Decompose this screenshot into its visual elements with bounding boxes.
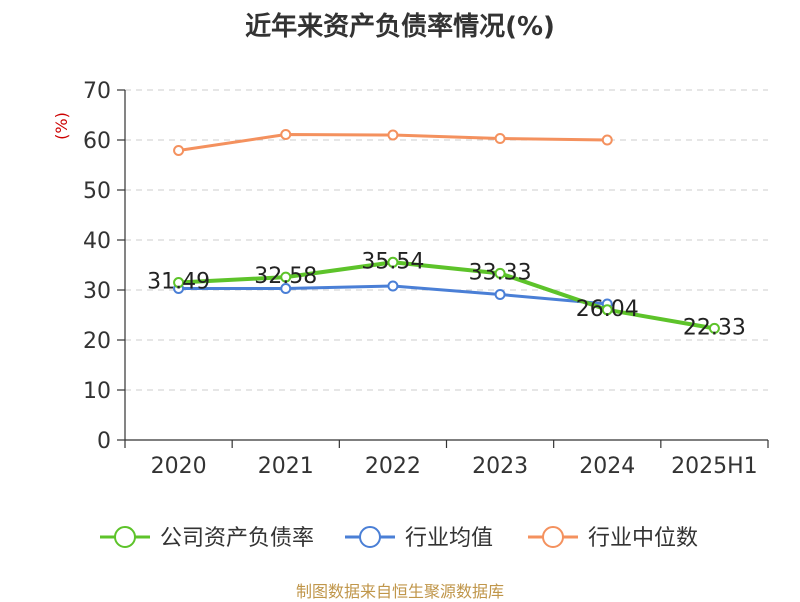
y-tick-label: 20 bbox=[83, 329, 111, 354]
y-tick-label: 40 bbox=[83, 229, 111, 254]
y-tick-label: 0 bbox=[97, 429, 111, 454]
data-label: 35.54 bbox=[361, 249, 424, 274]
data-point bbox=[494, 267, 506, 279]
legend-marker bbox=[359, 526, 381, 548]
data-label: 32.58 bbox=[254, 264, 317, 289]
data-point bbox=[280, 129, 292, 140]
legend[interactable]: 公司资产负债率 行业均值 行业中位数 bbox=[100, 526, 698, 551]
legend-item[interactable]: 行业中位数 bbox=[528, 526, 698, 551]
x-tick-label: 2021 bbox=[258, 454, 314, 479]
y-tick-label: 10 bbox=[83, 379, 111, 404]
data-point bbox=[173, 145, 185, 156]
legend-marker bbox=[114, 526, 136, 548]
x-tick-label: 2022 bbox=[365, 454, 421, 479]
y-tick-label: 30 bbox=[83, 279, 111, 304]
x-tick-label: 2020 bbox=[151, 454, 207, 479]
data-point bbox=[387, 280, 399, 292]
data-point bbox=[601, 134, 613, 146]
data-point bbox=[494, 289, 506, 300]
x-tick-label: 2025H1 bbox=[671, 454, 758, 479]
legend-marker bbox=[542, 526, 564, 548]
data-label: 33.33 bbox=[469, 260, 532, 285]
grid-lines bbox=[125, 89, 768, 391]
x-tick-label: 2023 bbox=[472, 454, 528, 479]
x-tick-label: 2024 bbox=[579, 454, 635, 479]
data-labels: 31.49 32.58 35.54 33.33 26.04 22.33 bbox=[147, 249, 746, 340]
series-1 bbox=[173, 280, 613, 310]
axes: 0 10 20 30 40 50 60 70 2020 2021 2022 2023 2024 2025H… bbox=[83, 79, 769, 479]
data-point bbox=[708, 322, 720, 334]
series-layer bbox=[173, 129, 720, 334]
series-2 bbox=[173, 129, 613, 156]
y-axis-label: (%) bbox=[52, 112, 71, 140]
series-0 bbox=[173, 256, 720, 334]
data-point bbox=[387, 256, 399, 268]
data-label: 31.49 bbox=[147, 270, 210, 295]
data-point bbox=[173, 277, 185, 289]
y-tick-label: 60 bbox=[83, 129, 111, 154]
data-point bbox=[280, 271, 292, 283]
series-line bbox=[178, 260, 715, 331]
source-note: 制图数据来自恒生聚源数据库 bbox=[295, 582, 504, 601]
y-tick-label: 70 bbox=[83, 79, 111, 104]
legend-label: 公司资产负债率 bbox=[160, 526, 314, 551]
chart-title: 近年来资产负债率情况(%) bbox=[245, 12, 555, 42]
data-label: 26.04 bbox=[576, 297, 639, 322]
legend-label: 行业均值 bbox=[405, 526, 493, 551]
legend-item[interactable]: 行业均值 bbox=[345, 526, 493, 551]
data-point bbox=[494, 133, 506, 144]
data-point bbox=[387, 129, 399, 141]
data-point bbox=[280, 283, 292, 294]
legend-label: 行业中位数 bbox=[588, 526, 698, 551]
data-point bbox=[601, 304, 613, 316]
data-label: 22.33 bbox=[683, 315, 746, 340]
y-tick-label: 50 bbox=[83, 179, 111, 204]
legend-item[interactable]: 公司资产负债率 bbox=[100, 526, 314, 551]
